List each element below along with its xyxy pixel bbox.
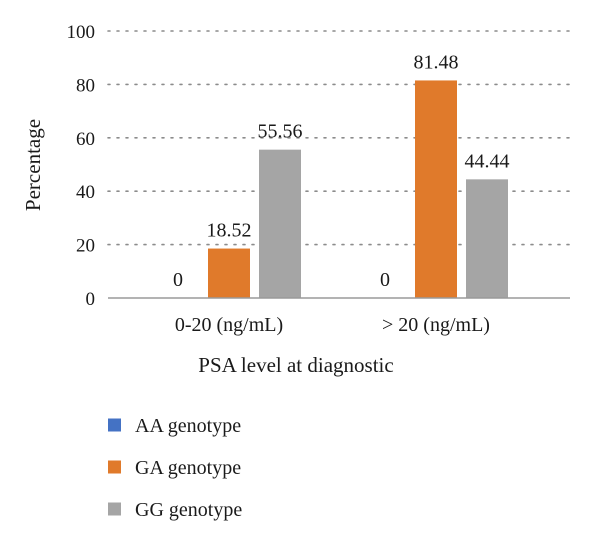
legend-label: AA genotype: [135, 415, 241, 437]
y-axis-ticks: 0 20 40 60 80 100: [67, 22, 96, 310]
x-category-label: > 20 (ng/mL): [382, 314, 490, 336]
data-label: 81.48: [414, 51, 459, 73]
bar-ga-genotype-1: [415, 80, 457, 299]
y-tick-label: 100: [67, 22, 96, 43]
y-axis-title: Percentage: [21, 119, 45, 211]
legend-swatch: [108, 502, 121, 516]
x-axis-title: PSA level at diagnostic: [198, 353, 393, 377]
bars: [208, 80, 508, 299]
data-label: 44.44: [465, 150, 510, 172]
y-tick-label: 0: [86, 289, 96, 310]
legend-swatch: [108, 418, 121, 432]
data-label: 0: [380, 269, 390, 291]
legend-label: GG genotype: [135, 499, 242, 521]
bar-gg-genotype-1: [466, 179, 508, 298]
data-label: 0: [173, 269, 183, 291]
data-labels: 0 18.52 55.56 0 81.48 44.44: [173, 51, 510, 291]
y-tick-label: 40: [76, 182, 95, 203]
data-label: 55.56: [258, 121, 303, 143]
data-label: 18.52: [207, 220, 252, 242]
legend-swatch: [108, 460, 121, 474]
y-tick-label: 20: [76, 236, 95, 257]
bar-ga-genotype-0: [208, 248, 250, 298]
legend: AA genotype GA genotype GG genotype: [108, 415, 242, 521]
bar-gg-genotype-0: [259, 149, 301, 298]
x-category-label: 0-20 (ng/mL): [175, 314, 283, 336]
y-tick-label: 80: [76, 75, 95, 96]
x-axis-categories: 0-20 (ng/mL) > 20 (ng/mL): [175, 314, 490, 336]
y-tick-label: 60: [76, 129, 95, 150]
legend-label: GA genotype: [135, 457, 241, 479]
